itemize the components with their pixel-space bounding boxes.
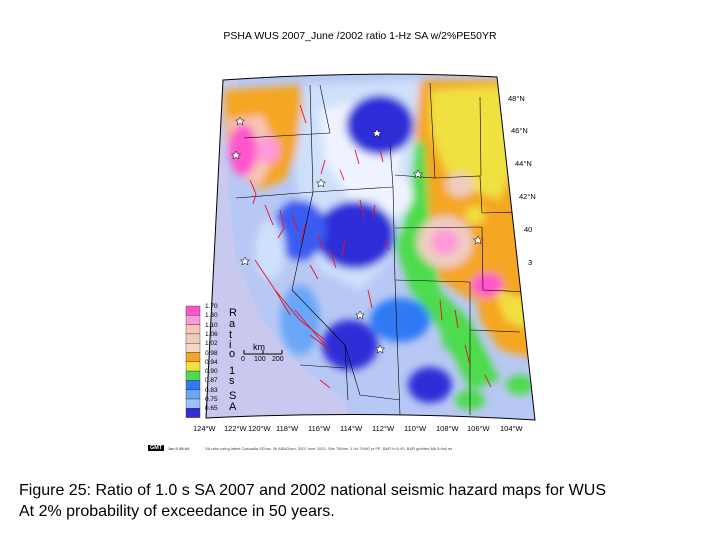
legend-swatch xyxy=(185,352,201,363)
scale-tick: 0 xyxy=(241,356,245,363)
figure-caption: Figure 25: Ratio of 1.0 s SA 2007 and 20… xyxy=(19,480,606,522)
lon-label-120: 120°W xyxy=(248,424,271,433)
legend-value: 1.06 xyxy=(205,330,218,338)
map-footer-note: SA ratio using latest Cascadia SZhaz, 2f… xyxy=(205,446,453,451)
legend-axis-letter: t xyxy=(229,329,233,341)
lat-label-42: 42°N xyxy=(519,192,536,201)
lat-label-40: 40 xyxy=(524,225,533,234)
legend-swatch xyxy=(185,333,201,344)
lon-label-124: 124°W xyxy=(193,424,216,433)
lon-label-116: 116°W xyxy=(308,424,331,433)
lat-label-48: 48°N xyxy=(508,94,525,103)
lat-label-38: 3 xyxy=(528,258,533,267)
legend-value: 0.90 xyxy=(205,368,218,376)
lon-label-112: 112°W xyxy=(372,424,395,433)
map-body xyxy=(206,74,535,420)
scale-tick: 100 xyxy=(254,356,266,363)
legend-swatch xyxy=(185,389,201,400)
legend-swatch xyxy=(185,324,201,335)
lon-label-114: 114°W xyxy=(340,424,363,433)
legend-axis-letter: A xyxy=(229,401,237,413)
legend-value: 0.65 xyxy=(205,405,218,413)
color-legend xyxy=(185,305,201,418)
lon-label-110: 110°W xyxy=(404,424,427,433)
scale-bar xyxy=(243,350,283,355)
legend-swatch xyxy=(185,398,201,409)
legend-swatch xyxy=(185,343,201,353)
gmt-timestamp: Jun 5 09:44 xyxy=(168,446,189,451)
map-frame xyxy=(205,73,536,421)
lat-label-46: 46°N xyxy=(511,126,528,135)
legend-swatch xyxy=(185,361,201,372)
map-title: PSHA WUS 2007_June /2002 ratio 1-Hz SA w… xyxy=(223,30,497,42)
legend-value: 0.94 xyxy=(205,358,218,366)
lon-label-108: 108°W xyxy=(436,424,459,433)
legend-swatch xyxy=(185,315,201,325)
legend-value: 0.98 xyxy=(205,349,218,357)
legend-swatch xyxy=(185,380,201,390)
scale-tick: 200 xyxy=(272,356,284,363)
legend-axis-letter: S xyxy=(229,390,237,402)
gmt-logo: GMT xyxy=(148,445,165,451)
city-markers xyxy=(230,116,484,354)
legend-value: 0.87 xyxy=(205,377,218,385)
legend-swatch xyxy=(185,305,201,316)
legend-value: 1.10 xyxy=(205,321,218,329)
legend-axis-letter: s xyxy=(229,375,235,387)
legend-value: 0.75 xyxy=(205,396,218,403)
lon-label-104: 104°W xyxy=(500,424,523,433)
legend-axis-letter: 1 xyxy=(229,365,236,377)
lat-label-44: 44°N xyxy=(515,159,532,168)
lon-label-106: 106°W xyxy=(467,424,490,433)
caption-line-1: Figure 25: Ratio of 1.0 s SA 2007 and 20… xyxy=(19,482,606,499)
legend-value: 1.02 xyxy=(205,340,218,348)
legend-axis-letter: a xyxy=(229,318,236,330)
legend-value: 0.83 xyxy=(205,386,218,394)
legend-axis-letter: R xyxy=(229,307,237,319)
state-borders xyxy=(235,82,531,416)
legend-value: 1.70 xyxy=(205,303,218,310)
caption-line-2: At 2% probability of exceedance in 50 ye… xyxy=(19,503,335,520)
scale-unit: km xyxy=(253,342,265,352)
fault-traces xyxy=(249,104,492,389)
legend-value: 1.30 xyxy=(205,312,218,320)
legend-swatch xyxy=(185,408,201,418)
legend-axis-letter: i xyxy=(229,339,232,351)
legend-axis-letter: o xyxy=(229,348,236,360)
lon-label-122: 122°W xyxy=(224,424,247,433)
lon-label-118: 118°W xyxy=(276,424,299,433)
legend-swatch xyxy=(185,370,201,381)
